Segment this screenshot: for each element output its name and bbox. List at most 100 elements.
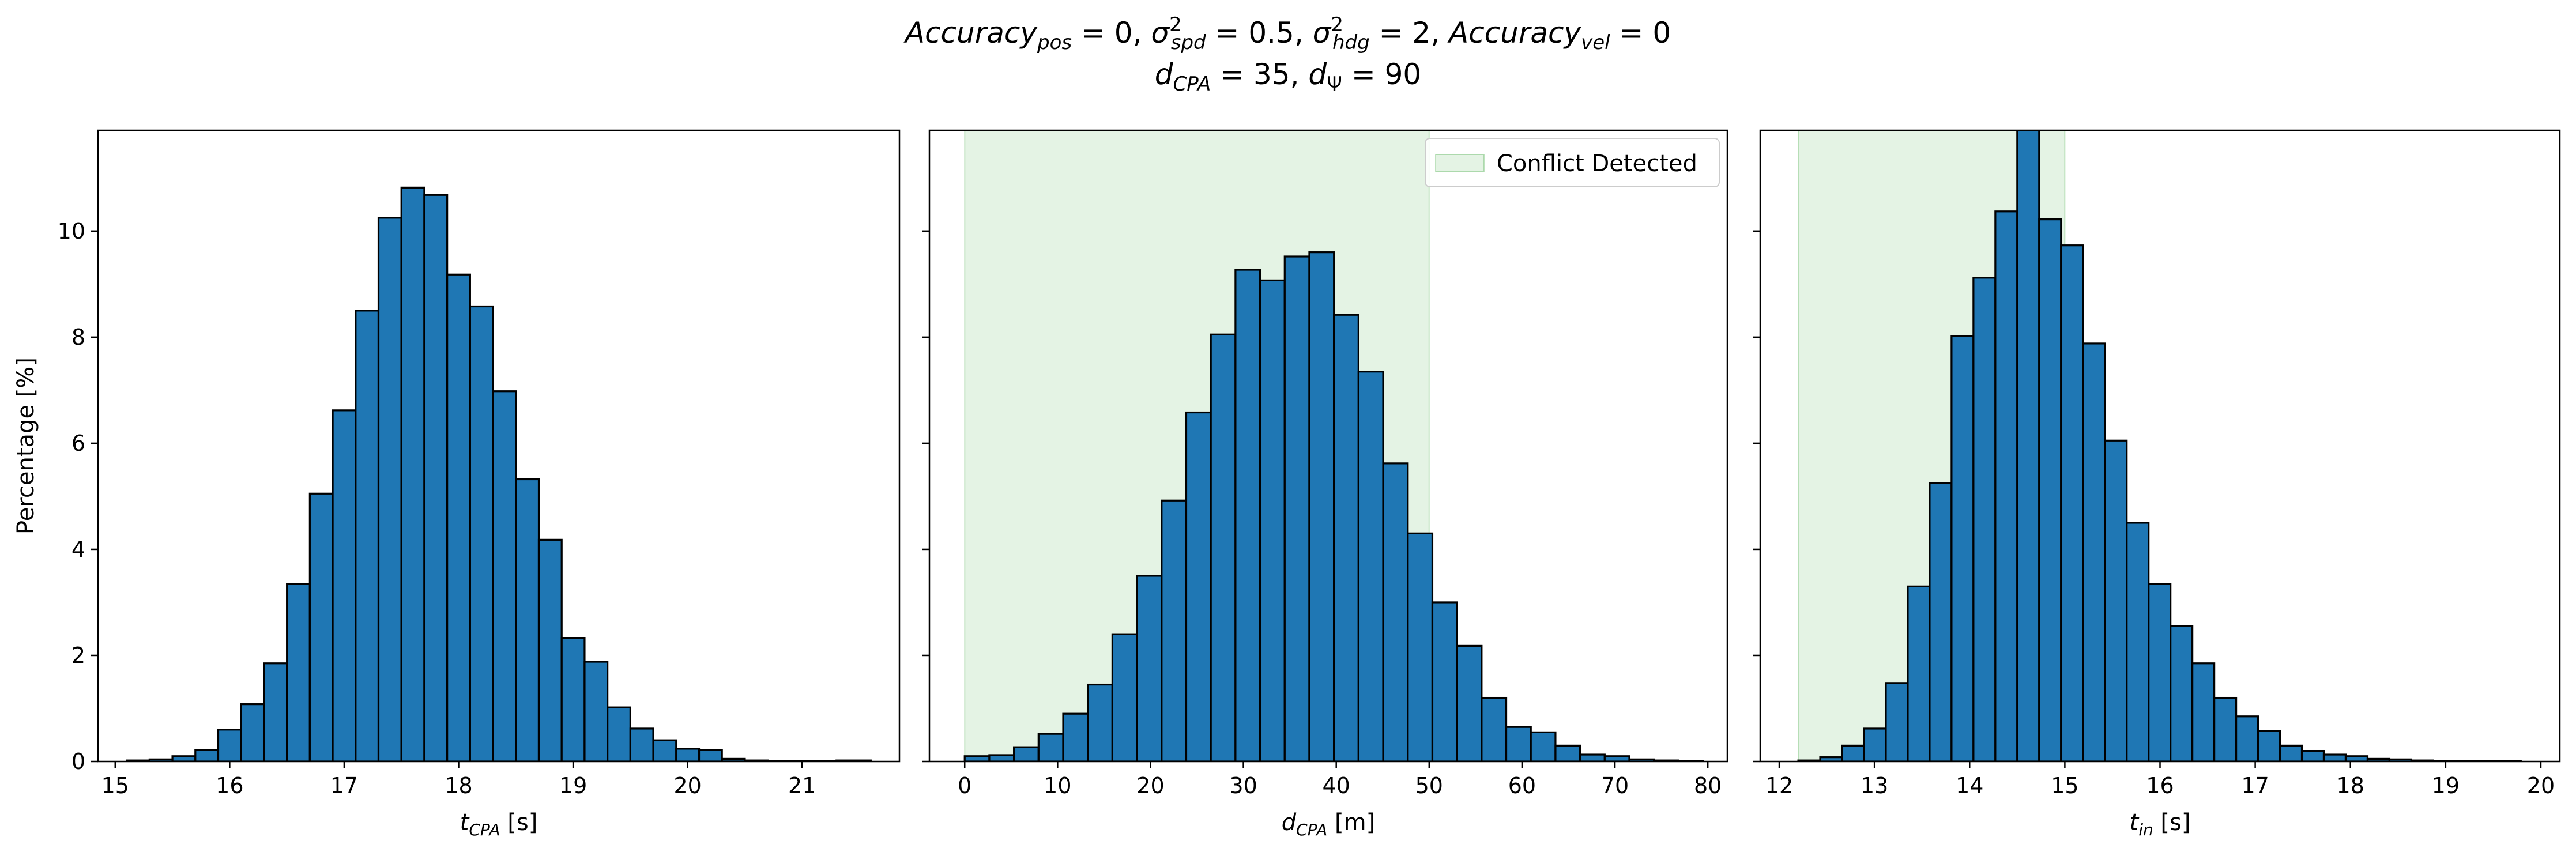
- histogram-bar: [1333, 314, 1359, 761]
- histogram-bar: [217, 729, 242, 761]
- chart-panels: 15 16 17 18 19 20 21 0 2 4 6 8 10 tCPA [s] Percentage …: [13, 129, 2561, 839]
- axes-frame: [928, 129, 1728, 763]
- histogram-bar: [2322, 753, 2347, 761]
- histogram-bar: [1161, 499, 1188, 761]
- histogram-bar: [332, 409, 357, 761]
- histogram-bar: [1885, 682, 1909, 761]
- histogram-bar: [2235, 715, 2259, 761]
- y-tick-label: 2: [71, 643, 85, 668]
- histogram-bar: [1062, 712, 1089, 761]
- histogram-bar: [1456, 644, 1483, 761]
- x-tick-label: 60: [1508, 773, 1536, 798]
- histogram-bar: [583, 661, 609, 761]
- x-tick-label: 10: [1044, 773, 1071, 798]
- y-tick-label: 8: [71, 325, 85, 350]
- x-axis-label: tCPA [s]: [460, 809, 538, 839]
- x-axis-label: dCPA [m]: [1282, 809, 1375, 839]
- x-tick-label: 16: [2146, 773, 2174, 798]
- histogram-bar: [1972, 277, 1997, 761]
- histogram-bar: [537, 538, 563, 761]
- x-axis-label: tin [s]: [2130, 809, 2191, 839]
- histogram-bar: [1210, 333, 1237, 761]
- histogram-bar: [1994, 210, 2018, 761]
- x-tick-label: 15: [101, 773, 129, 798]
- x-tick-label: 17: [330, 773, 358, 798]
- histogram-bar: [1283, 255, 1310, 761]
- histogram-bar: [2126, 522, 2150, 761]
- histogram-bar: [1037, 733, 1064, 761]
- histogram-bar: [1013, 746, 1040, 761]
- histogram-bar: [698, 749, 723, 761]
- chart-panel-3: 12 13 14 15 16 17 18 19 20 tin [s]: [1753, 129, 2561, 839]
- histogram-bar: [263, 662, 288, 761]
- histogram-bar: [629, 727, 654, 761]
- histogram-bar: [963, 755, 991, 761]
- histogram-bar: [1087, 683, 1114, 761]
- histogram-bar: [1603, 755, 1630, 761]
- legend-box: [1425, 138, 1720, 187]
- histogram-bar: [1505, 726, 1532, 761]
- y-tick-label: 10: [58, 218, 85, 244]
- histogram-bar: [560, 637, 586, 761]
- y-tick-label: 4: [71, 537, 85, 562]
- histogram-bar: [2344, 755, 2369, 761]
- legend: Conflict Detected: [1425, 138, 1720, 187]
- histogram-bar: [1234, 269, 1261, 761]
- histogram-bar: [1308, 251, 1335, 761]
- x-tick-label: 18: [445, 773, 472, 798]
- histogram-bar: [492, 390, 517, 761]
- histogram-bar: [1579, 753, 1606, 761]
- x-tick-label: 19: [559, 773, 587, 798]
- histogram-bar: [2191, 662, 2216, 761]
- x-tick-label: 13: [1861, 773, 1888, 798]
- x-tick-label: 0: [958, 773, 971, 798]
- histogram-bar: [2300, 749, 2325, 761]
- histogram-bar: [240, 703, 265, 761]
- histogram-bar: [400, 186, 425, 761]
- x-tick-label: 50: [1415, 773, 1443, 798]
- histogram-bars: [126, 186, 872, 761]
- x-tick-label: 21: [788, 773, 816, 798]
- x-tick-label: 20: [673, 773, 701, 798]
- histogram-bar: [446, 273, 471, 761]
- legend-swatch: [1435, 154, 1485, 172]
- histogram-bar: [1554, 744, 1581, 761]
- histogram-bar: [286, 583, 311, 761]
- histogram-bar: [194, 749, 220, 761]
- chart-panel-2: 0 10 20 30 40 50 60 70 80 dCPA [m] Conflict Detect…: [922, 129, 1728, 839]
- histogram-bar: [1929, 482, 1953, 761]
- histogram-bar: [1841, 744, 1865, 761]
- histogram-bar: [1863, 727, 1887, 761]
- histogram-bar: [515, 478, 540, 761]
- x-tick-label: 16: [216, 773, 243, 798]
- histogram-bar: [308, 492, 334, 761]
- x-tick-label: 20: [1136, 773, 1164, 798]
- histogram-bar: [1185, 411, 1212, 761]
- x-tick-label: 80: [1694, 773, 1722, 798]
- histogram-bar: [1530, 731, 1557, 761]
- x-tick-label: 19: [2432, 773, 2460, 798]
- histogram-bar: [607, 706, 631, 761]
- histogram-bar: [1407, 532, 1434, 761]
- x-tick-label: 20: [2527, 773, 2555, 798]
- x-tick-label: 40: [1323, 773, 1350, 798]
- histogram-bar: [1431, 601, 1458, 761]
- histogram-bar: [675, 748, 701, 761]
- histogram-bar: [1259, 279, 1286, 761]
- histogram-bar: [2060, 244, 2084, 761]
- x-tick-label: 15: [2051, 773, 2078, 798]
- y-tick-label: 0: [71, 749, 85, 774]
- x-tick-label: 17: [2241, 773, 2269, 798]
- histogram-bar: [2213, 696, 2238, 761]
- figure-title-line-2: dCPA = 35, dΨ = 90: [1155, 58, 1421, 96]
- histogram-bar: [171, 755, 197, 761]
- histogram-bar: [2279, 744, 2303, 761]
- histogram-bar: [423, 194, 449, 761]
- histogram-bar: [1382, 462, 1409, 761]
- axes-frame: [97, 129, 901, 763]
- x-tick-label: 12: [1765, 773, 1793, 798]
- x-tick-label: 18: [2337, 773, 2364, 798]
- figure-title-line-1: Accuracypos = 0, σ2 spd = 0.5, σ2 hdg = 2,…: [903, 13, 1671, 54]
- histogram-bar: [2148, 583, 2172, 761]
- histogram-bar: [2082, 342, 2106, 761]
